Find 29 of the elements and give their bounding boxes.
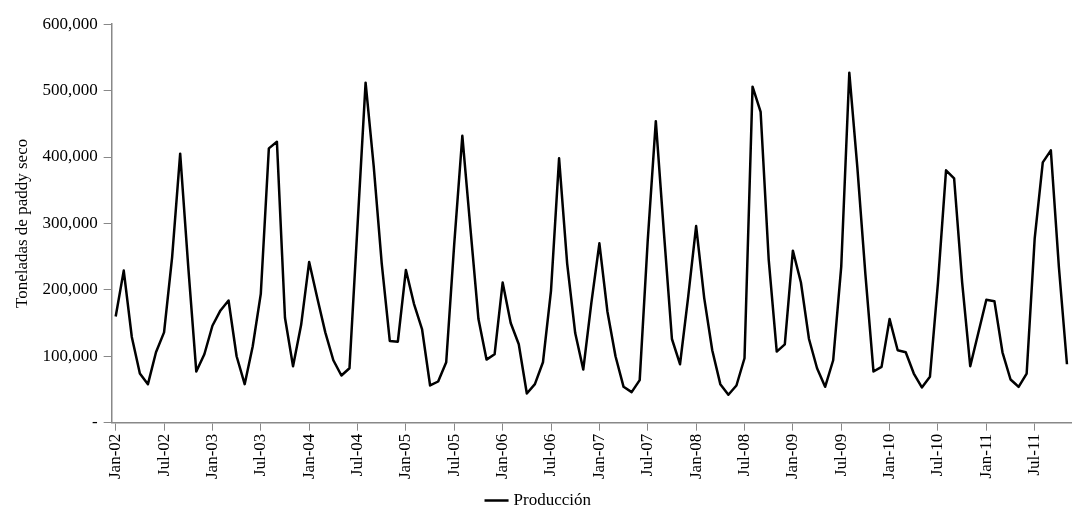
x-tick-label: Jul-09 — [830, 433, 850, 477]
x-tick-label: Jul-08 — [733, 433, 753, 477]
x-tick-label: Jul-03 — [250, 433, 270, 477]
x-tick-label: Jul-10 — [927, 433, 947, 477]
x-tick-label: Jul-06 — [540, 433, 560, 477]
x-tick-label: Jan-09 — [782, 433, 802, 480]
y-tick-label: 400,000 — [42, 146, 98, 166]
y-tick-label: 500,000 — [42, 80, 98, 100]
y-tick-label: 100,000 — [42, 345, 98, 365]
y-tick-label: 300,000 — [42, 212, 98, 232]
x-tick-label: Jul-04 — [347, 433, 366, 477]
y-axis-title: Toneladas de paddy seco — [11, 138, 31, 309]
y-tick-label: 600,000 — [42, 13, 98, 33]
x-tick-label: Jul-05 — [443, 433, 463, 477]
x-tick-label: Jan-06 — [492, 433, 512, 480]
x-tick-label: Jan-08 — [685, 433, 705, 480]
y-tick-label: - — [91, 412, 98, 432]
x-tick-label: Jan-11 — [975, 433, 995, 479]
x-tick-label: Jul-02 — [153, 433, 173, 477]
legend-label: Producción — [513, 489, 592, 509]
x-tick-label: Jul-11 — [1024, 433, 1044, 476]
x-tick-label: Jul-07 — [637, 433, 657, 477]
x-tick-label: Jan-02 — [105, 433, 125, 480]
y-tick-label: 200,000 — [42, 279, 98, 299]
x-tick-label: Jan-03 — [201, 433, 221, 480]
x-tick-label: Jan-05 — [395, 433, 415, 480]
x-tick-label: Jan-04 — [298, 433, 318, 480]
x-tick-label: Jan-10 — [879, 433, 899, 480]
x-tick-label: Jan-07 — [588, 433, 608, 480]
